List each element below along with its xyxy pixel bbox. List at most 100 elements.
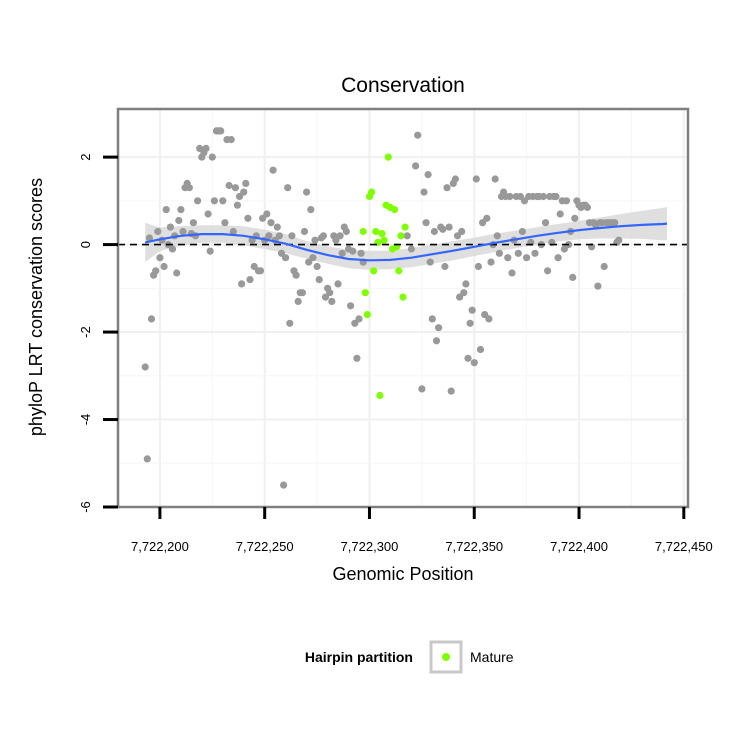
point-other	[447, 387, 455, 395]
point-other	[179, 227, 187, 236]
y-axis-label: phyloP LRT conservation scores	[26, 178, 46, 436]
point-other	[347, 302, 355, 310]
point-other	[357, 249, 365, 257]
point-other	[562, 197, 571, 205]
plot-frame-group	[116, 107, 690, 509]
point-other	[300, 227, 309, 236]
point-other	[474, 262, 482, 271]
point-other	[242, 179, 250, 187]
point-other	[263, 210, 271, 218]
point-mature	[397, 232, 405, 240]
x-tick-label: 7,722,350	[445, 539, 503, 554]
point-other	[414, 131, 422, 139]
point-other	[554, 254, 562, 262]
point-other	[487, 258, 495, 266]
axes: 7,722,200 7,722,250 7,722,300 7,722,350 7,72…	[78, 153, 713, 554]
legend: Hairpin partition Mature	[305, 640, 514, 674]
x-tick-label: 7,722,450	[655, 539, 713, 554]
y-tick-label: -6	[78, 501, 93, 513]
legend-key-mature-dot	[442, 653, 450, 661]
point-other	[424, 171, 432, 179]
point-other	[225, 181, 233, 190]
point-other	[298, 289, 306, 297]
point-other	[326, 289, 334, 297]
point-other	[422, 219, 430, 227]
point-other	[451, 175, 459, 183]
y-tick-label: -2	[78, 326, 93, 338]
point-other	[294, 297, 302, 305]
y-tick-label: 2	[78, 153, 93, 160]
point-other	[233, 201, 241, 209]
point-other	[541, 219, 550, 227]
point-other	[611, 219, 619, 227]
point-other	[160, 262, 168, 271]
point-other	[485, 315, 493, 323]
point-mature	[363, 311, 371, 319]
point-other	[556, 210, 564, 218]
point-other	[286, 319, 294, 327]
point-other	[288, 232, 296, 240]
legend-entry-mature: Mature	[470, 649, 514, 665]
point-other	[168, 245, 177, 253]
point-other	[426, 258, 434, 266]
point-mature	[376, 391, 384, 400]
point-other	[594, 282, 602, 290]
point-other	[256, 267, 265, 275]
point-other	[303, 188, 311, 196]
point-other	[265, 232, 273, 240]
point-mature	[395, 267, 403, 275]
point-other	[177, 206, 185, 214]
point-other	[154, 227, 162, 236]
point-other	[569, 273, 577, 281]
point-other	[282, 254, 290, 262]
plot-background	[118, 109, 688, 507]
point-other	[189, 219, 197, 227]
point-other	[464, 354, 472, 362]
point-other	[166, 223, 174, 231]
point-other	[315, 276, 323, 284]
point-other	[208, 153, 216, 161]
point-other	[514, 249, 522, 257]
point-other	[470, 359, 478, 367]
y-tick-label: 0	[78, 241, 93, 248]
point-other	[571, 214, 579, 222]
point-other	[307, 206, 315, 214]
point-other	[506, 192, 514, 201]
point-other	[544, 267, 552, 275]
point-other	[217, 127, 225, 135]
point-other	[309, 254, 317, 262]
point-mature	[384, 153, 392, 161]
point-other	[495, 249, 503, 257]
point-other	[466, 319, 474, 327]
point-mature	[380, 236, 388, 244]
point-other	[313, 262, 321, 271]
point-other	[319, 232, 327, 240]
point-other	[476, 345, 485, 354]
point-other	[238, 280, 246, 288]
point-other	[518, 227, 527, 236]
point-other	[468, 306, 476, 314]
point-other	[280, 481, 288, 489]
point-mature	[361, 289, 369, 297]
x-tick-label: 7,722,200	[131, 539, 189, 554]
point-other	[240, 188, 248, 196]
point-other	[523, 254, 531, 262]
point-other	[162, 206, 170, 214]
point-other	[462, 280, 470, 288]
point-mature	[401, 223, 409, 231]
point-other	[353, 354, 361, 362]
point-mature	[359, 227, 367, 236]
point-other	[338, 249, 346, 257]
smooth-line	[144, 222, 668, 262]
point-other	[147, 315, 156, 323]
point-mature	[399, 293, 407, 301]
point-other	[615, 236, 623, 244]
point-other	[269, 166, 277, 174]
point-other	[152, 267, 160, 275]
y-tick-label: -4	[78, 414, 93, 426]
point-other	[246, 276, 254, 284]
point-other	[206, 247, 214, 255]
smooth-line-group	[144, 222, 668, 262]
point-other	[483, 214, 491, 222]
